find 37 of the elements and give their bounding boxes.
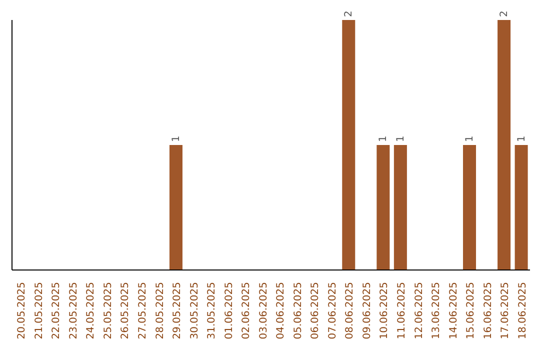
x-tick-label: 13.06.2025 [431, 282, 442, 340]
data-label: 1 [464, 136, 476, 142]
data-label: 1 [378, 136, 390, 142]
x-tick-label: 14.06.2025 [448, 282, 460, 340]
x-tick-label: 16.06.2025 [482, 282, 494, 340]
x-tick-label: 30.05.2025 [189, 282, 200, 340]
x-tick-label: 26.05.2025 [120, 282, 132, 340]
x-tick-label: 23.05.2025 [68, 282, 80, 340]
x-tick-label: 28.05.2025 [154, 282, 166, 340]
data-label: 1 [395, 136, 406, 142]
x-tick-label: 22.05.2025 [51, 282, 62, 340]
x-tick-label: 20.05.2025 [16, 282, 28, 340]
x-tick-label: 29.05.2025 [172, 282, 184, 340]
data-label: 2 [499, 10, 510, 17]
x-tick-label: 24.05.2025 [86, 282, 97, 340]
x-tick-label: 08.06.2025 [344, 282, 356, 340]
x-tick-label: 11.06.2025 [396, 282, 408, 340]
data-label: 1 [170, 136, 182, 142]
x-tick-label: 03.06.2025 [258, 282, 270, 340]
x-tick-label: 01.06.2025 [224, 282, 235, 340]
x-tick-label: 27.05.2025 [138, 282, 148, 340]
data-label: 2 [344, 10, 355, 17]
x-tick-label: 09.06.2025 [362, 282, 373, 340]
x-tick-label: 18.06.2025 [517, 282, 528, 340]
data-label: 1 [516, 136, 528, 142]
x-tick-label: 06.06.2025 [310, 282, 322, 340]
x-tick-label: 10.06.2025 [379, 282, 390, 340]
x-tick-label: 17.06.2025 [500, 282, 512, 340]
x-tick-label: 15.06.2025 [466, 282, 477, 340]
x-tick-label: 31.05.2025 [206, 282, 218, 340]
x-tick-label: 04.06.2025 [276, 282, 287, 340]
x-tick-label: 12.06.2025 [414, 282, 425, 340]
x-tick-label: 05.06.2025 [292, 282, 304, 340]
x-tick-label: 07.06.2025 [327, 282, 338, 340]
x-tick-label: 02.06.2025 [241, 282, 252, 340]
x-tick-label: 25.05.2025 [102, 282, 114, 340]
x-tick-label: 21.05.2025 [34, 282, 45, 340]
